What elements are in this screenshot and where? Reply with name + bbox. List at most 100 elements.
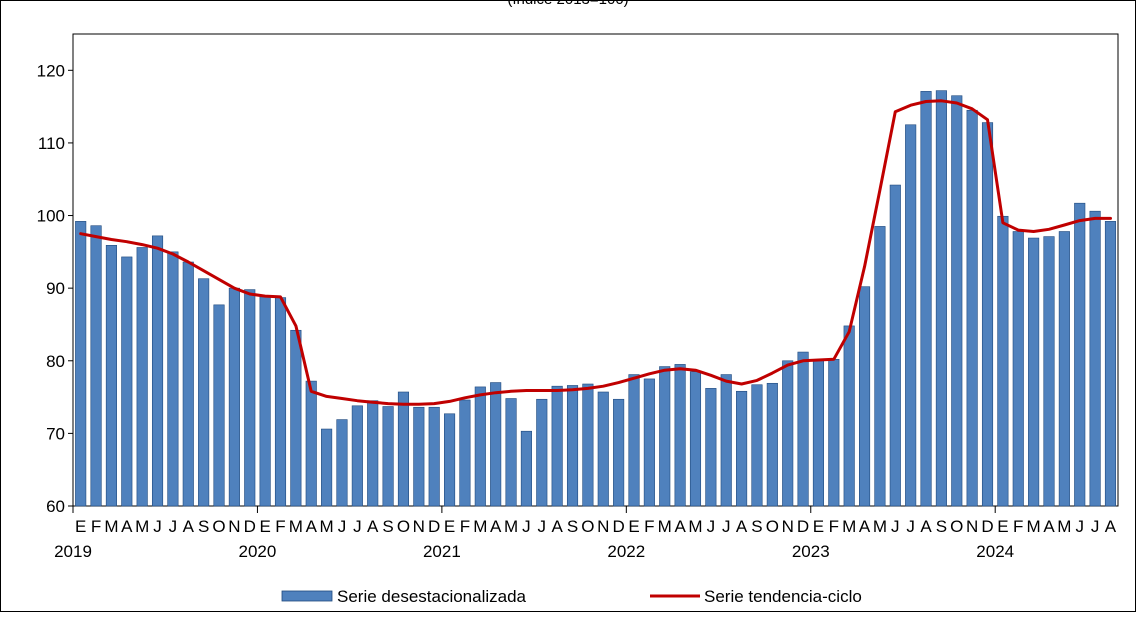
x-month-label: D [797, 517, 809, 536]
bar [551, 385, 563, 507]
legend-swatch-bar [281, 590, 333, 602]
bar [413, 406, 425, 507]
x-month-label: J [906, 517, 915, 536]
x-month-label: M [1027, 517, 1041, 536]
x-year-label: 2021 [423, 542, 461, 561]
x-month-label: A [367, 517, 379, 536]
x-month-label: F [460, 517, 470, 536]
bar [505, 398, 517, 507]
bar [351, 405, 363, 507]
bar [1074, 202, 1086, 507]
bar [935, 90, 947, 507]
x-month-label: J [538, 517, 547, 536]
bar [167, 251, 179, 507]
x-month-label: J [722, 517, 731, 536]
bar [782, 360, 794, 507]
x-month-label: A [920, 517, 932, 536]
bar [736, 390, 748, 507]
x-month-label: M [320, 517, 334, 536]
bar [689, 371, 702, 507]
x-month-label: E [813, 517, 824, 536]
bar [951, 95, 963, 507]
x-month-label: E [628, 517, 639, 536]
bar [597, 391, 609, 507]
x-month-label: O [581, 517, 594, 536]
x-month-label: M [135, 517, 149, 536]
x-month-label: D [428, 517, 440, 536]
x-year-label: 2020 [239, 542, 277, 561]
y-tick-label: 100 [37, 207, 65, 226]
bar [828, 359, 840, 507]
x-month-label: M [289, 517, 303, 536]
x-month-label: O [950, 517, 963, 536]
bar [1058, 231, 1070, 507]
bar [613, 398, 625, 507]
bar [105, 245, 117, 507]
x-month-label: M [842, 517, 856, 536]
bar [382, 406, 394, 507]
x-month-label: N [413, 517, 425, 536]
x-month-label: D [981, 517, 993, 536]
x-month-label: S [936, 517, 947, 536]
y-tick-label: 70 [46, 424, 65, 443]
bar [90, 225, 102, 507]
bar [305, 380, 317, 507]
y-tick-label: 110 [38, 134, 65, 153]
x-month-label: E [259, 517, 270, 536]
x-month-label: E [75, 517, 86, 536]
x-year-label: 2023 [792, 542, 830, 561]
x-year-label: 2019 [54, 542, 92, 561]
bar [136, 247, 148, 507]
bar [259, 296, 271, 507]
x-month-label: A [736, 517, 748, 536]
bar [198, 278, 210, 507]
bar [1104, 221, 1117, 507]
bar [213, 304, 225, 507]
x-month-label: D [244, 517, 256, 536]
x-month-label: A [1043, 517, 1055, 536]
x-month-label: S [198, 517, 209, 536]
x-month-label: J [891, 517, 900, 536]
x-month-label: J [1075, 517, 1084, 536]
x-month-label: N [597, 517, 609, 536]
x-month-label: A [674, 517, 686, 536]
bar [843, 325, 855, 507]
trend-line [79, 99, 1112, 406]
bar [536, 398, 548, 507]
legend-label-line: Serie tendencia-ciclo [704, 587, 862, 606]
bar [428, 406, 440, 507]
bar [1089, 210, 1101, 507]
x-month-label: M [1057, 517, 1071, 536]
bar [889, 184, 901, 507]
x-month-label: A [306, 517, 318, 536]
x-month-label: J [353, 517, 362, 536]
x-month-label: F [644, 517, 654, 536]
bar [582, 383, 594, 507]
x-year-label: 2024 [976, 542, 1014, 561]
bar [981, 122, 994, 507]
bar [75, 221, 87, 507]
bar [566, 385, 579, 507]
bar [859, 286, 871, 507]
legend: Serie desestacionalizada Serie tendencia… [281, 587, 862, 606]
bar [920, 91, 932, 507]
bar [1043, 236, 1055, 507]
x-month-label: A [121, 517, 133, 536]
x-month-label: A [859, 517, 871, 536]
x-month-label: E [997, 517, 1008, 536]
x-month-label: N [228, 517, 240, 536]
chart-title: (índice 2013=100) [507, 0, 628, 8]
bar [797, 351, 809, 507]
bar [490, 382, 502, 507]
bar [674, 364, 686, 507]
bar [997, 215, 1009, 507]
bar [1012, 231, 1024, 507]
x-month-label: A [551, 517, 563, 536]
bar [151, 235, 164, 507]
bar [812, 359, 824, 507]
x-month-label: M [504, 517, 518, 536]
bar [474, 386, 486, 507]
x-month-label: O [766, 517, 779, 536]
